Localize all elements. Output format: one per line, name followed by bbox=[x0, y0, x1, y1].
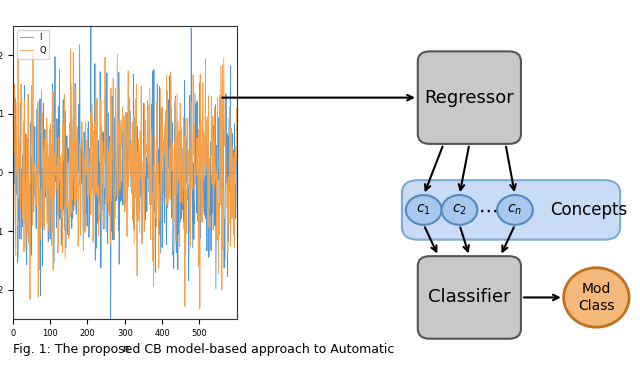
FancyBboxPatch shape bbox=[418, 256, 521, 339]
Circle shape bbox=[406, 195, 442, 225]
Line: I: I bbox=[13, 0, 236, 325]
I bbox=[49, 82, 56, 86]
I bbox=[9, 147, 17, 151]
FancyBboxPatch shape bbox=[402, 180, 620, 240]
Ellipse shape bbox=[564, 268, 629, 327]
Q bbox=[159, 127, 166, 131]
Text: Regressor: Regressor bbox=[424, 88, 515, 107]
FancyBboxPatch shape bbox=[418, 51, 521, 144]
I bbox=[107, 323, 115, 327]
Q bbox=[232, 106, 240, 110]
Line: Q: Q bbox=[13, 49, 236, 309]
X-axis label: n: n bbox=[122, 344, 128, 353]
Q bbox=[141, 174, 149, 179]
Text: Fig. 1: The proposed CB model-based approach to Automatic: Fig. 1: The proposed CB model-based appr… bbox=[13, 343, 394, 356]
Q bbox=[67, 215, 74, 219]
I bbox=[141, 217, 149, 222]
I bbox=[232, 153, 240, 157]
Circle shape bbox=[442, 195, 477, 225]
Q bbox=[49, 230, 56, 235]
Text: $c_1$: $c_1$ bbox=[416, 203, 431, 217]
I bbox=[111, 170, 118, 174]
Q bbox=[111, 235, 118, 240]
I bbox=[67, 156, 74, 161]
Text: $c_n$: $c_n$ bbox=[508, 203, 523, 217]
Text: $c_2$: $c_2$ bbox=[452, 203, 467, 217]
Q bbox=[67, 47, 74, 51]
Circle shape bbox=[497, 195, 533, 225]
Text: Classifier: Classifier bbox=[428, 288, 511, 306]
Q bbox=[196, 306, 204, 311]
Q bbox=[9, 135, 17, 139]
I bbox=[159, 170, 167, 174]
I bbox=[178, 146, 186, 151]
Text: $\cdots$: $\cdots$ bbox=[477, 200, 497, 219]
Text: Mod
Class: Mod Class bbox=[578, 282, 614, 313]
Legend: I, Q: I, Q bbox=[17, 30, 49, 59]
Q bbox=[178, 147, 186, 152]
Text: Concepts: Concepts bbox=[550, 201, 627, 219]
